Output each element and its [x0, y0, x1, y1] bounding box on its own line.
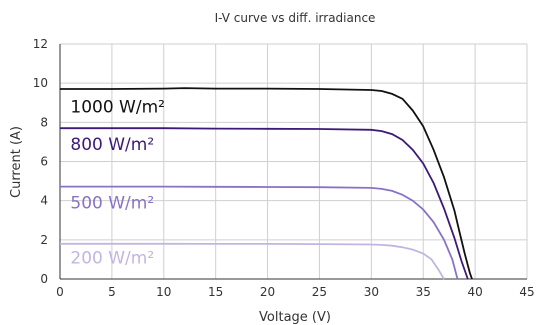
x-tick-label: 0 [56, 285, 64, 299]
x-tick-label: 25 [312, 285, 327, 299]
series-labels: 1000 W/m² 800 W/m² 500 W/m² 200 W/m² [70, 98, 165, 269]
series-lines [60, 87, 473, 280]
x-tick-label: 15 [208, 285, 223, 299]
series-label: 800 W/m² [70, 135, 154, 155]
y-tick-label: 4 [40, 194, 48, 208]
x-tick-label: 5 [108, 285, 116, 299]
x-tick-label: 30 [364, 285, 379, 299]
x-tick-label: 45 [519, 285, 534, 299]
series-label: 500 W/m² [70, 194, 154, 214]
x-axis-title: Voltage (V) [259, 310, 331, 325]
axes [59, 44, 527, 280]
series-line-2 [60, 185, 459, 280]
y-tick-label: 6 [40, 155, 48, 169]
series-line-1 [60, 127, 469, 280]
y-tick-label: 12 [33, 37, 48, 51]
y-axis-title: Current (A) [9, 126, 24, 198]
x-tick-label: 10 [156, 285, 171, 299]
x-tick-label: 40 [467, 285, 482, 299]
chart-title: I-V curve vs diff. irradiance [215, 11, 376, 25]
series-label: 200 W/m² [70, 248, 154, 268]
y-tick-label: 2 [40, 233, 48, 247]
gridlines [60, 43, 528, 279]
x-tick-label: 35 [416, 285, 431, 299]
series-line-3 [60, 242, 445, 280]
x-axis-ticks: 0 5 10 15 20 25 30 35 40 45 [56, 285, 534, 299]
y-tick-label: 0 [40, 272, 48, 286]
series-label: 1000 W/m² [70, 98, 165, 118]
y-axis-ticks: 0 2 4 6 8 10 12 [33, 37, 48, 286]
y-tick-label: 10 [33, 76, 48, 90]
y-tick-label: 8 [40, 115, 48, 129]
series-line-0 [60, 87, 473, 280]
x-tick-label: 20 [260, 285, 275, 299]
